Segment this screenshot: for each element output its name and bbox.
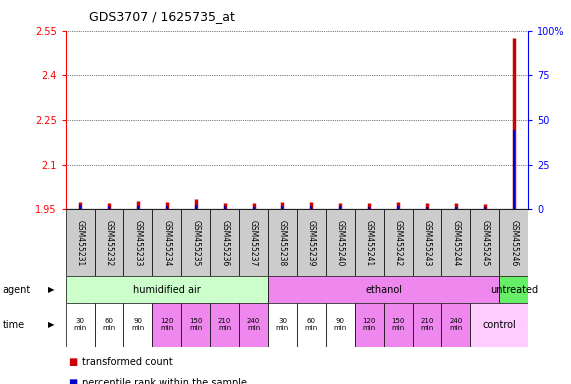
Bar xyxy=(66,303,95,347)
Bar xyxy=(297,303,326,347)
Bar xyxy=(239,303,268,347)
Bar xyxy=(413,209,441,276)
Bar xyxy=(413,303,441,347)
Text: 240
min: 240 min xyxy=(449,318,463,331)
Bar xyxy=(471,303,528,347)
Text: 150
min: 150 min xyxy=(189,318,203,331)
Bar xyxy=(210,209,239,276)
Text: percentile rank within the sample: percentile rank within the sample xyxy=(82,378,247,384)
Bar xyxy=(66,276,268,303)
Bar xyxy=(471,209,499,276)
Bar xyxy=(66,209,95,276)
Text: ▶: ▶ xyxy=(48,320,55,329)
Bar xyxy=(95,303,123,347)
Text: 150
min: 150 min xyxy=(391,318,405,331)
Text: GSM455234: GSM455234 xyxy=(162,220,171,266)
Bar xyxy=(326,303,355,347)
Text: agent: agent xyxy=(3,285,31,295)
Text: GSM455244: GSM455244 xyxy=(452,220,460,266)
Bar xyxy=(123,303,152,347)
Text: GSM455236: GSM455236 xyxy=(220,220,229,266)
Bar xyxy=(384,303,413,347)
Bar xyxy=(268,303,297,347)
Text: GSM455232: GSM455232 xyxy=(104,220,114,266)
Text: 210
min: 210 min xyxy=(218,318,231,331)
Text: transformed count: transformed count xyxy=(82,357,172,367)
Text: ■: ■ xyxy=(69,378,78,384)
Text: humidified air: humidified air xyxy=(133,285,201,295)
Text: ■: ■ xyxy=(69,357,78,367)
Text: 90
min: 90 min xyxy=(333,318,347,331)
Bar xyxy=(95,209,123,276)
Text: 30
min: 30 min xyxy=(276,318,289,331)
Bar xyxy=(210,303,239,347)
Text: 30
min: 30 min xyxy=(74,318,87,331)
Bar xyxy=(326,209,355,276)
Text: time: time xyxy=(3,319,25,330)
Text: ▶: ▶ xyxy=(48,285,55,294)
Text: 60
min: 60 min xyxy=(305,318,318,331)
Text: 90
min: 90 min xyxy=(131,318,144,331)
Text: GSM455241: GSM455241 xyxy=(365,220,373,266)
Text: GSM455235: GSM455235 xyxy=(191,220,200,266)
Bar xyxy=(182,303,210,347)
Text: 210
min: 210 min xyxy=(420,318,434,331)
Bar xyxy=(499,276,528,303)
Text: GSM455245: GSM455245 xyxy=(480,220,489,266)
Bar xyxy=(441,209,471,276)
Text: GSM455231: GSM455231 xyxy=(75,220,85,266)
Text: GDS3707 / 1625735_at: GDS3707 / 1625735_at xyxy=(89,10,234,23)
Text: GSM455238: GSM455238 xyxy=(278,220,287,266)
Text: GSM455239: GSM455239 xyxy=(307,220,316,266)
Bar xyxy=(355,303,384,347)
Bar xyxy=(123,209,152,276)
Text: 120
min: 120 min xyxy=(363,318,376,331)
Bar xyxy=(239,209,268,276)
Text: 240
min: 240 min xyxy=(247,318,260,331)
Bar xyxy=(182,209,210,276)
Bar xyxy=(384,209,413,276)
Bar xyxy=(499,209,528,276)
Bar xyxy=(268,209,297,276)
Text: untreated: untreated xyxy=(490,285,538,295)
Bar xyxy=(268,276,499,303)
Text: GSM455233: GSM455233 xyxy=(134,220,142,266)
Text: ethanol: ethanol xyxy=(365,285,402,295)
Bar xyxy=(441,303,471,347)
Text: GSM455240: GSM455240 xyxy=(336,220,345,266)
Text: GSM455237: GSM455237 xyxy=(249,220,258,266)
Bar xyxy=(152,303,182,347)
Text: 60
min: 60 min xyxy=(102,318,116,331)
Text: control: control xyxy=(482,319,516,330)
Text: GSM455243: GSM455243 xyxy=(423,220,432,266)
Bar xyxy=(355,209,384,276)
Text: GSM455246: GSM455246 xyxy=(509,220,518,266)
Text: GSM455242: GSM455242 xyxy=(393,220,403,266)
Text: 120
min: 120 min xyxy=(160,318,174,331)
Bar xyxy=(152,209,182,276)
Bar xyxy=(297,209,326,276)
